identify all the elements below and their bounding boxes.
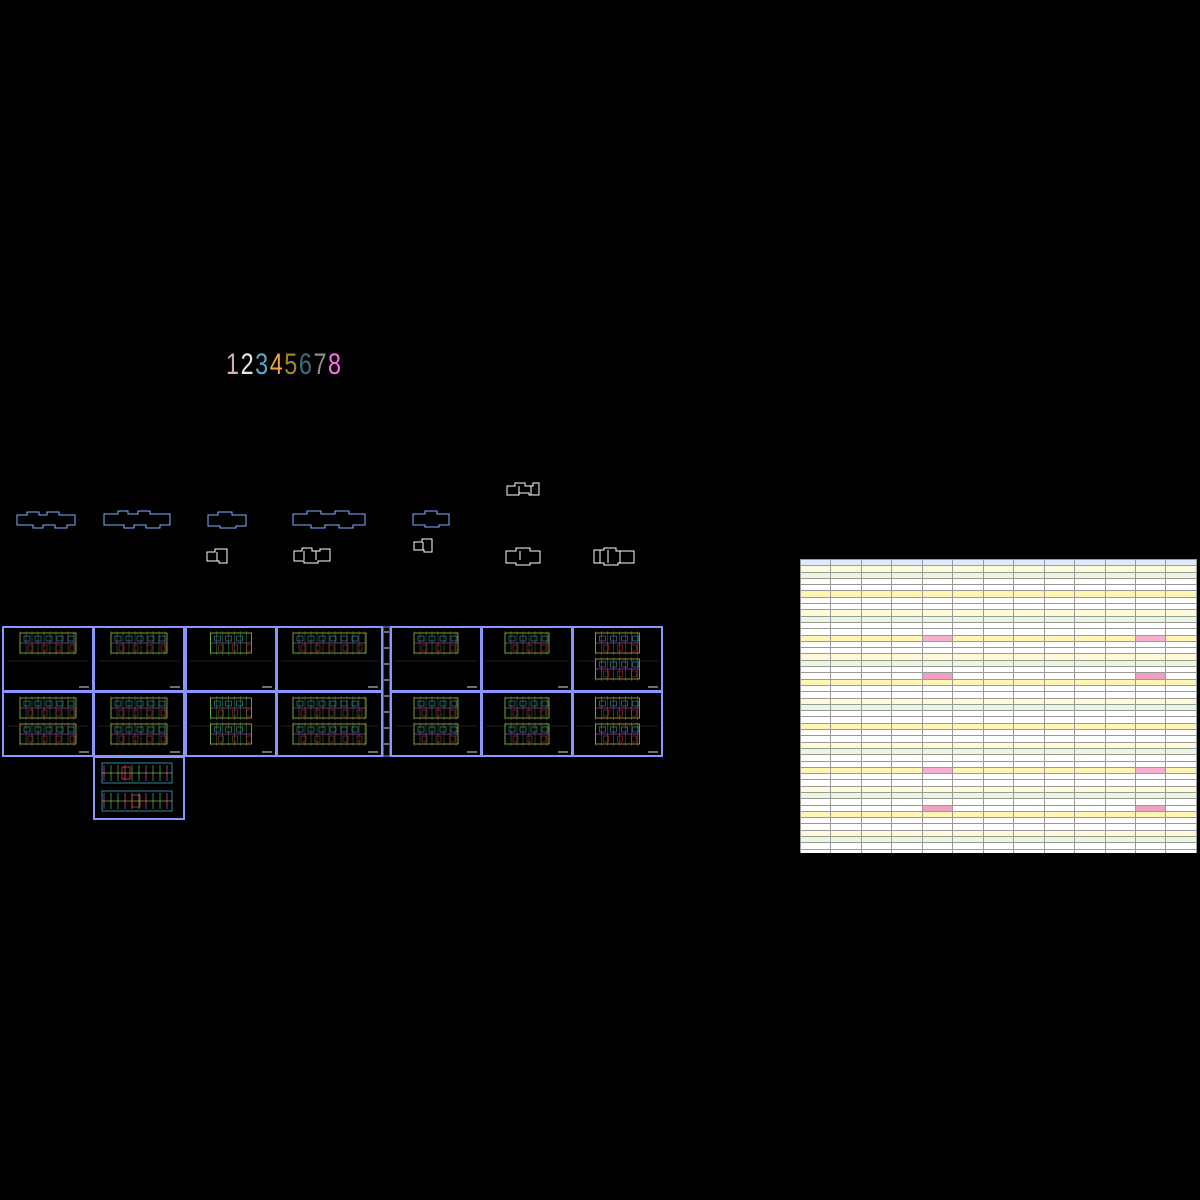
floor-plan-outline-1 xyxy=(16,511,76,529)
sheet-15[interactable] xyxy=(93,756,185,820)
sheet-5[interactable] xyxy=(390,626,482,692)
sheet-2[interactable] xyxy=(93,626,185,692)
table-row xyxy=(800,823,1197,831)
table-row xyxy=(800,653,1197,661)
table-cell[interactable] xyxy=(952,848,984,853)
table-row xyxy=(800,817,1197,825)
unit-plan-outline-4 xyxy=(413,538,433,553)
table-cell[interactable] xyxy=(1013,848,1045,853)
sheet-14[interactable] xyxy=(572,691,663,757)
sheet-6[interactable] xyxy=(481,626,573,692)
table-row xyxy=(800,741,1197,749)
table-row xyxy=(800,609,1197,617)
table-cell[interactable] xyxy=(1165,848,1197,853)
legend-digit-5: 5 xyxy=(284,348,298,381)
table-row xyxy=(800,785,1197,794)
table-row xyxy=(800,590,1197,598)
table-row xyxy=(800,565,1197,573)
table-row xyxy=(800,621,1197,630)
spreadsheet-grid xyxy=(800,559,1197,853)
table-row xyxy=(800,848,1197,853)
table-row xyxy=(800,798,1197,806)
unit-plan-outline-3 xyxy=(293,547,331,564)
table-cell[interactable] xyxy=(982,848,1015,853)
table-row xyxy=(800,754,1197,762)
legend-digit-4: 4 xyxy=(269,348,283,381)
sheet-10[interactable] xyxy=(185,691,277,757)
legend-digit-1: 1 xyxy=(226,348,240,381)
unit-plan-outline-6 xyxy=(593,547,635,566)
legend-digit-7: 7 xyxy=(313,348,327,381)
floor-plan-outline-3 xyxy=(207,511,247,529)
floor-plan-outline-5 xyxy=(412,510,450,528)
table-row xyxy=(800,842,1197,850)
table-row xyxy=(800,779,1197,787)
legend-digit-8: 8 xyxy=(328,348,342,381)
table-row xyxy=(800,571,1197,579)
table-cell[interactable] xyxy=(860,848,893,853)
area-statistics-spreadsheet[interactable] xyxy=(800,559,1197,853)
table-row xyxy=(800,659,1197,668)
sheet-9[interactable] xyxy=(93,691,185,757)
unit-plan-outline-2 xyxy=(206,548,228,564)
table-row xyxy=(800,684,1197,693)
table-row xyxy=(800,666,1197,674)
sheet-3[interactable] xyxy=(185,626,277,692)
unit-plan-outline-5 xyxy=(505,547,541,566)
table-cell[interactable] xyxy=(1104,848,1136,853)
table-cell[interactable] xyxy=(921,848,954,853)
table-cell[interactable] xyxy=(1043,848,1076,853)
sheet-1[interactable] xyxy=(2,626,94,692)
floor-plan-outline-2 xyxy=(103,510,171,529)
table-cell[interactable] xyxy=(800,848,832,853)
sheet-13[interactable] xyxy=(481,691,573,757)
legend-digit-6: 6 xyxy=(298,348,312,381)
sheet-7[interactable] xyxy=(572,626,663,692)
table-row xyxy=(800,640,1197,649)
sheet-8[interactable] xyxy=(2,691,94,757)
legend-digit-3: 3 xyxy=(255,348,269,381)
sheet-divider-strip xyxy=(382,626,391,757)
table-row xyxy=(800,697,1197,705)
sheet-12[interactable] xyxy=(390,691,482,757)
table-row xyxy=(800,710,1197,718)
unit-plan-outline-1 xyxy=(506,482,540,496)
table-row xyxy=(800,766,1197,775)
table-cell[interactable] xyxy=(891,848,923,853)
sheet-11[interactable] xyxy=(276,691,383,757)
table-row xyxy=(800,773,1197,781)
table-cell[interactable] xyxy=(1134,848,1167,853)
table-cell[interactable] xyxy=(1074,848,1106,853)
floor-plan-outline-4 xyxy=(292,510,366,529)
sheet-4[interactable] xyxy=(276,626,383,692)
legend-digit-2: 2 xyxy=(240,348,254,381)
table-row xyxy=(800,577,1197,586)
table-cell[interactable] xyxy=(830,848,862,853)
